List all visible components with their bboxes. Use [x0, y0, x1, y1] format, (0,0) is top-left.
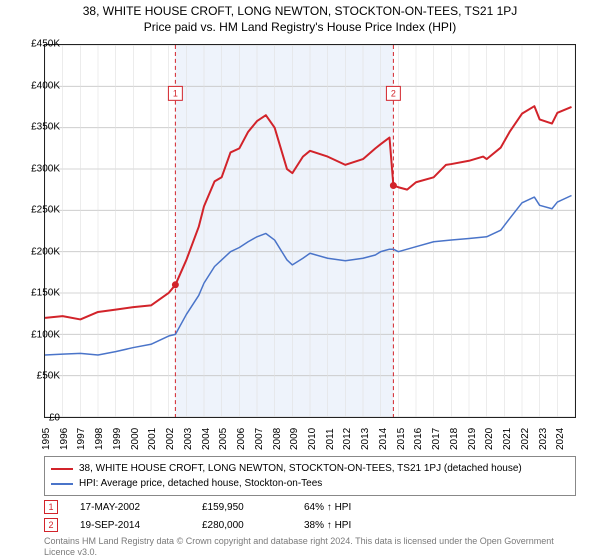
- x-axis-tick-label: 1997: [76, 428, 87, 450]
- y-axis-tick-label: £100K: [31, 329, 60, 340]
- marker-hpi: 38% ↑ HPI: [304, 520, 404, 531]
- attribution-text: Contains HM Land Registry data © Crown c…: [44, 536, 576, 558]
- legend-row: 38, WHITE HOUSE CROFT, LONG NEWTON, STOC…: [51, 461, 569, 476]
- marker-hpi: 64% ↑ HPI: [304, 502, 404, 513]
- y-axis-tick-label: £350K: [31, 122, 60, 133]
- legend-text: HPI: Average price, detached house, Stoc…: [79, 476, 322, 491]
- x-axis-tick-label: 2002: [165, 428, 176, 450]
- x-axis-tick-label: 2024: [555, 428, 566, 450]
- x-axis-tick-label: 2015: [396, 428, 407, 450]
- marker-number: 2: [48, 520, 53, 530]
- x-axis-tick-label: 2023: [538, 428, 549, 450]
- x-axis-tick-label: 2018: [449, 428, 460, 450]
- legend-swatch: [51, 483, 73, 485]
- marker-date: 17-MAY-2002: [80, 502, 180, 513]
- chart-plot-area: 12: [44, 44, 576, 418]
- x-axis-tick-label: 2000: [130, 428, 141, 450]
- x-axis-tick-label: 2013: [360, 428, 371, 450]
- x-axis-tick-label: 2011: [325, 428, 336, 450]
- markers-table: 1 17-MAY-2002 £159,950 64% ↑ HPI 2 19-SE…: [44, 498, 404, 534]
- y-axis-tick-label: £450K: [31, 39, 60, 50]
- marker-row: 1 17-MAY-2002 £159,950 64% ↑ HPI: [44, 498, 404, 516]
- y-axis-tick-label: £50K: [37, 371, 60, 382]
- y-axis-tick-label: £200K: [31, 246, 60, 257]
- x-axis-tick-label: 1995: [41, 428, 52, 450]
- chart-title: 38, WHITE HOUSE CROFT, LONG NEWTON, STOC…: [0, 4, 600, 18]
- title-block: 38, WHITE HOUSE CROFT, LONG NEWTON, STOC…: [0, 0, 600, 36]
- legend-row: HPI: Average price, detached house, Stoc…: [51, 476, 569, 491]
- x-axis-tick-label: 2007: [254, 428, 265, 450]
- x-axis-tick-label: 2008: [272, 428, 283, 450]
- x-axis-tick-label: 2005: [218, 428, 229, 450]
- y-axis-tick-label: £250K: [31, 205, 60, 216]
- x-axis-tick-label: 2003: [183, 428, 194, 450]
- svg-text:2: 2: [391, 88, 396, 98]
- x-axis-tick-label: 2010: [307, 428, 318, 450]
- marker-number-box: 1: [44, 500, 58, 514]
- chart-svg: 12: [45, 45, 575, 417]
- x-axis-tick-label: 2022: [520, 428, 531, 450]
- y-axis-tick-label: £300K: [31, 163, 60, 174]
- marker-price: £159,950: [202, 502, 282, 513]
- svg-text:1: 1: [173, 88, 178, 98]
- x-axis-tick-label: 2009: [289, 428, 300, 450]
- marker-number: 1: [48, 502, 53, 512]
- legend-swatch: [51, 468, 73, 470]
- marker-price: £280,000: [202, 520, 282, 531]
- x-axis-tick-label: 2004: [201, 428, 212, 450]
- x-axis-tick-label: 2001: [147, 428, 158, 450]
- x-axis-tick-label: 2019: [467, 428, 478, 450]
- marker-row: 2 19-SEP-2014 £280,000 38% ↑ HPI: [44, 516, 404, 534]
- x-axis-tick-label: 1999: [112, 428, 123, 450]
- y-axis-tick-label: £0: [49, 413, 60, 424]
- x-axis-tick-label: 2017: [431, 428, 442, 450]
- y-axis-tick-label: £400K: [31, 80, 60, 91]
- x-axis-tick-label: 2006: [236, 428, 247, 450]
- chart-container: 38, WHITE HOUSE CROFT, LONG NEWTON, STOC…: [0, 0, 600, 560]
- chart-subtitle: Price paid vs. HM Land Registry's House …: [0, 20, 600, 34]
- x-axis-tick-label: 2012: [342, 428, 353, 450]
- x-axis-tick-label: 2021: [502, 428, 513, 450]
- chart-legend: 38, WHITE HOUSE CROFT, LONG NEWTON, STOC…: [44, 456, 576, 496]
- legend-text: 38, WHITE HOUSE CROFT, LONG NEWTON, STOC…: [79, 461, 522, 476]
- x-axis-tick-label: 2020: [484, 428, 495, 450]
- x-axis-tick-label: 1998: [94, 428, 105, 450]
- y-axis-tick-label: £150K: [31, 288, 60, 299]
- x-axis-tick-label: 2016: [413, 428, 424, 450]
- marker-date: 19-SEP-2014: [80, 520, 180, 531]
- x-axis-tick-label: 1996: [59, 428, 70, 450]
- x-axis-tick-label: 2014: [378, 428, 389, 450]
- marker-number-box: 2: [44, 518, 58, 532]
